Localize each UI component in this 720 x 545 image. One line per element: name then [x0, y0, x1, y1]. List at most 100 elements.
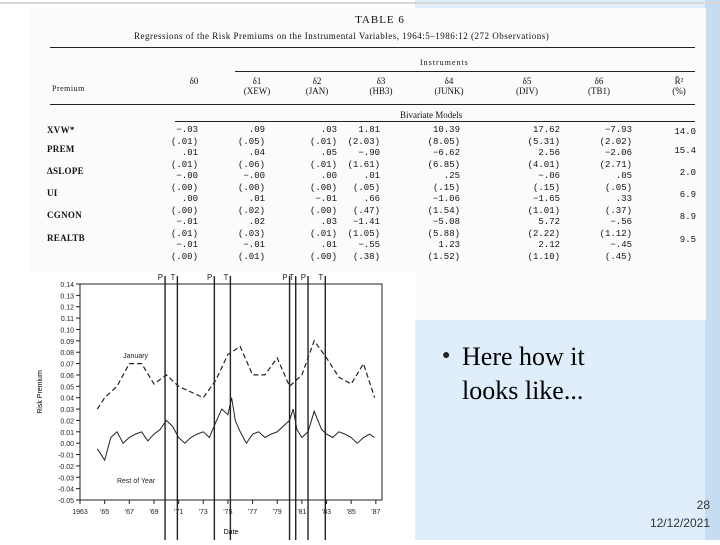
- y-tick-label: 0.07: [60, 362, 74, 369]
- table-cell: .05: [615, 171, 632, 181]
- table-cell: .05: [320, 148, 337, 158]
- column-symbol: δ3: [376, 76, 386, 86]
- table-cell: .01: [181, 148, 198, 158]
- table-cell: (.05): [352, 182, 380, 193]
- january-series-line: [96, 339, 376, 410]
- table-cell: (1.01): [527, 205, 560, 216]
- row-label: PREM: [47, 144, 75, 154]
- table-cell: (1.54): [427, 205, 460, 216]
- top-rule: [0, 2, 720, 4]
- instruments-header: Instruments: [420, 58, 469, 67]
- table-cell: −.01: [176, 217, 198, 227]
- chart-svg: 0.14 0.13 0.12 0.11 0.10 0.09 0.08 0.07 0.06 0.05…: [37, 273, 383, 540]
- column-name: (%): [672, 86, 686, 96]
- table-cell: .00: [320, 171, 337, 181]
- table-cell: .03: [320, 125, 337, 135]
- table-title: TABLE 6: [355, 14, 405, 26]
- table-cell: (2.02): [599, 136, 632, 147]
- table-cell: .01: [320, 240, 337, 250]
- table-cell: −2.06: [604, 148, 632, 158]
- row-label: REALTB: [47, 233, 85, 243]
- business-cycle-label: T: [318, 273, 323, 282]
- column-header: δ0: [165, 76, 223, 86]
- table-column: .09 (.05) .04 (.06) −.00 (.00) .01 (.02) .02 (.03…: [238, 125, 265, 263]
- premium-header: Premium: [52, 84, 85, 93]
- column-name: (JAN): [305, 86, 329, 96]
- column-header: R̄² (%): [650, 76, 708, 96]
- table-cell: (.00): [309, 251, 337, 262]
- table-cell: 2.12: [538, 240, 560, 250]
- table-cell: 5.72: [538, 217, 560, 227]
- table-cell: (1.52): [427, 251, 460, 262]
- table-cell: −.56: [610, 217, 632, 227]
- column-symbol: δ6: [594, 76, 604, 86]
- table-column: .03 (.01) .05 (.01) .00 (.00) −.01 (.00) .03 (.01…: [310, 125, 337, 263]
- table-cell: (.15): [432, 182, 460, 193]
- y-tick-label: 0.10: [60, 327, 74, 334]
- table-rule-section: [175, 121, 695, 122]
- y-tick-label: 0.04: [60, 396, 74, 403]
- y-tick-label: 0.13: [60, 293, 74, 300]
- table-cell: 1.23: [438, 240, 460, 250]
- table-column: 17.62 (5.31) 2.56 (4.01) −.06 (.15) −1.65 (1.01…: [528, 125, 560, 263]
- table-cell: (1.10): [527, 251, 560, 262]
- chart-x-label: Date: [224, 529, 239, 536]
- rest-of-year-series-line: [96, 397, 375, 462]
- y-tick-label: 0.05: [60, 384, 74, 391]
- x-tick-label: '67: [125, 509, 134, 516]
- table-cell: −1.06: [432, 194, 460, 204]
- x-tick-label: '77: [248, 509, 257, 516]
- table-cell: 9.5: [679, 235, 696, 245]
- table-cell: .33: [615, 194, 632, 204]
- table-subtitle: Regressions of the Risk Premiums on the …: [134, 31, 550, 41]
- table-cell: (5.31): [527, 136, 560, 147]
- business-cycle-label: T: [223, 273, 228, 282]
- table-cell: (.00): [309, 182, 337, 193]
- table-column: −7.93 (2.02) −2.06 (2.71) .05 (.05) .33 (.37) −.…: [600, 125, 632, 263]
- table-cell: (.00): [170, 205, 198, 216]
- column-symbol: δ1: [252, 76, 262, 86]
- slide-background-edge: [705, 0, 720, 540]
- table-cell: (.45): [604, 251, 632, 262]
- y-tick-label: -0.05: [58, 498, 74, 505]
- table-column: 10.39 (8.05) −6.62 (6.85) .25 (.15) −1.06 (1.54…: [428, 125, 460, 263]
- table-cell: −5.08: [432, 217, 460, 227]
- x-tick-label: '79: [273, 509, 282, 516]
- table-cell: (1.05): [347, 228, 380, 239]
- table-cell: (2.71): [599, 159, 632, 170]
- column-symbol: δ4: [444, 76, 454, 86]
- table-cell: .04: [248, 148, 265, 158]
- column-symbol: δ5: [522, 76, 532, 86]
- row-label: UI: [47, 188, 58, 198]
- table-cell: −.45: [610, 240, 632, 250]
- table-cell: (.03): [237, 228, 265, 239]
- table-cell: (2.03): [347, 136, 380, 147]
- column-symbol: R̄²: [674, 76, 684, 86]
- y-tick-label: 0.12: [60, 305, 74, 312]
- table-cell: (.00): [309, 205, 337, 216]
- business-cycle-label: T: [170, 273, 175, 282]
- y-tick-label: 0.00: [60, 441, 74, 448]
- table-cell: −.00: [176, 171, 198, 181]
- table-cell: −.01: [243, 240, 265, 250]
- column-header: δ6 (TB1): [570, 76, 628, 96]
- table-cell: 17.62: [532, 125, 560, 135]
- y-tick-label: 0.08: [60, 350, 74, 357]
- table-cell: (5.88): [427, 228, 460, 239]
- chart-annotation: Rest of Year: [117, 478, 156, 485]
- column-name: (TB1): [588, 86, 610, 96]
- chart-y-label: Risk Premium: [37, 370, 44, 414]
- bullet-icon: ●: [442, 348, 451, 363]
- table-cell: (1.61): [347, 159, 380, 170]
- table-scan: [30, 8, 706, 320]
- risk-premium-chart: 0.14 0.13 0.12 0.11 0.10 0.09 0.08 0.07 0.06 0.05…: [30, 272, 415, 540]
- table-cell: 10.39: [432, 125, 460, 135]
- table-cell: (8.05): [427, 136, 460, 147]
- table-cell: −.01: [315, 194, 337, 204]
- table-cell: (.01): [309, 159, 337, 170]
- x-tick-label: '87: [371, 509, 380, 516]
- column-name: (DIV): [516, 86, 538, 96]
- column-header: δ2 (JAN): [288, 76, 346, 96]
- x-tick-label: '65: [100, 509, 109, 516]
- table-cell: (6.85): [427, 159, 460, 170]
